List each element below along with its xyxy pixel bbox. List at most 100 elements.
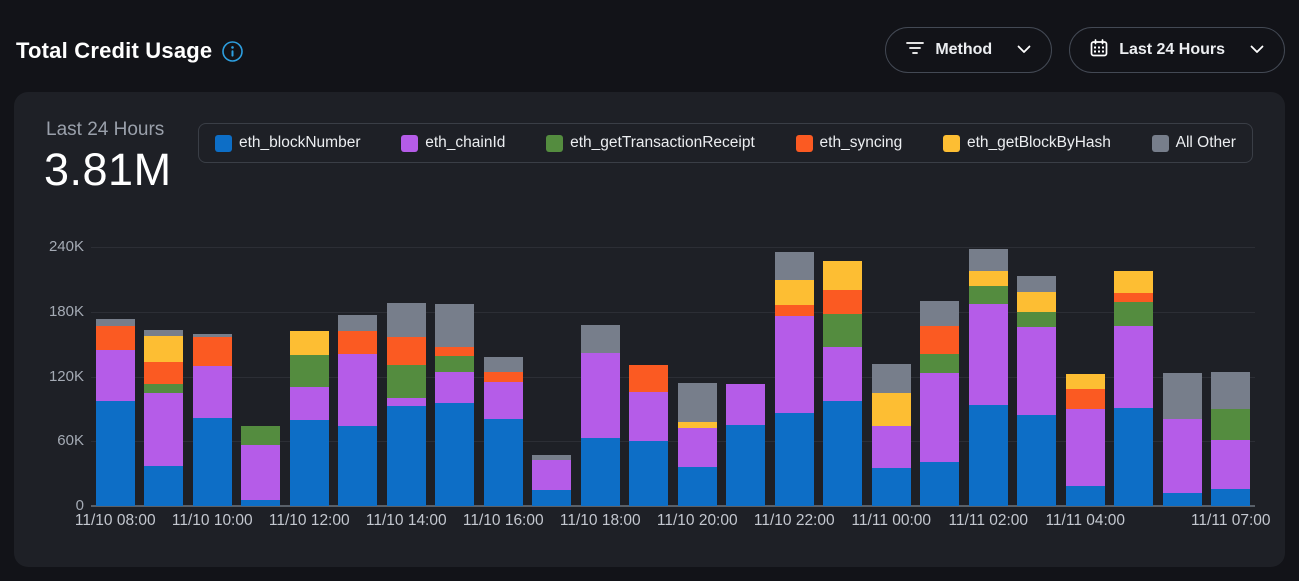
- stacked-bar[interactable]: [387, 247, 426, 506]
- bar-segment[interactable]: [144, 466, 183, 506]
- bar-segment[interactable]: [920, 461, 959, 506]
- bar-segment[interactable]: [96, 401, 135, 506]
- bar-segment[interactable]: [1114, 325, 1153, 408]
- stacked-bar[interactable]: [969, 247, 1008, 506]
- bar-segment[interactable]: [678, 428, 717, 468]
- bar-segment[interactable]: [290, 354, 329, 388]
- bar-segment[interactable]: [1114, 270, 1153, 294]
- bar-segment[interactable]: [872, 392, 911, 427]
- bar-segment[interactable]: [435, 403, 474, 506]
- bar-segment[interactable]: [1163, 418, 1202, 494]
- bar-segment[interactable]: [435, 356, 474, 373]
- stacked-bar[interactable]: [1211, 247, 1250, 506]
- bar-segment[interactable]: [1066, 374, 1105, 390]
- bar-segment[interactable]: [1114, 407, 1153, 506]
- stacked-bar[interactable]: [775, 247, 814, 506]
- bar-segment[interactable]: [193, 336, 232, 366]
- bar-segment[interactable]: [823, 401, 862, 506]
- bar-segment[interactable]: [435, 372, 474, 404]
- bar-segment[interactable]: [581, 438, 620, 506]
- bar-segment[interactable]: [775, 280, 814, 306]
- bar-segment[interactable]: [144, 335, 183, 363]
- bar-segment[interactable]: [484, 381, 523, 419]
- bar-segment[interactable]: [775, 305, 814, 317]
- bar-segment[interactable]: [920, 373, 959, 462]
- stacked-bar[interactable]: [1114, 247, 1153, 506]
- bar-segment[interactable]: [629, 364, 668, 392]
- stacked-bar[interactable]: [678, 247, 717, 506]
- bar-segment[interactable]: [387, 405, 426, 506]
- bar-segment[interactable]: [629, 391, 668, 442]
- bar-segment[interactable]: [581, 352, 620, 439]
- bar-segment[interactable]: [872, 363, 911, 393]
- bar-segment[interactable]: [726, 425, 765, 506]
- stacked-bar[interactable]: [193, 247, 232, 506]
- stacked-bar[interactable]: [1163, 247, 1202, 506]
- bar-segment[interactable]: [144, 330, 183, 336]
- bar-segment[interactable]: [338, 426, 377, 506]
- bar-segment[interactable]: [775, 252, 814, 281]
- bar-segment[interactable]: [1066, 389, 1105, 409]
- bar-segment[interactable]: [387, 398, 426, 406]
- bar-segment[interactable]: [144, 392, 183, 467]
- stacked-bar[interactable]: [484, 247, 523, 506]
- bar-segment[interactable]: [387, 364, 426, 399]
- stacked-bar[interactable]: [435, 247, 474, 506]
- bar-segment[interactable]: [1066, 485, 1105, 506]
- bar-segment[interactable]: [96, 325, 135, 350]
- stacked-bar[interactable]: [96, 247, 135, 506]
- bar-segment[interactable]: [338, 315, 377, 332]
- bar-segment[interactable]: [1211, 488, 1250, 506]
- info-icon[interactable]: [222, 40, 244, 62]
- legend-item[interactable]: eth_syncing: [795, 134, 902, 152]
- bar-segment[interactable]: [1017, 415, 1056, 506]
- bar-segment[interactable]: [823, 313, 862, 348]
- time-range-dropdown[interactable]: Last 24 Hours: [1069, 27, 1285, 73]
- bar-segment[interactable]: [678, 421, 717, 429]
- bar-segment[interactable]: [920, 325, 959, 354]
- stacked-bar[interactable]: [241, 247, 280, 506]
- bar-segment[interactable]: [1163, 373, 1202, 419]
- method-filter-dropdown[interactable]: Method: [885, 27, 1053, 73]
- bar-segment[interactable]: [532, 459, 571, 490]
- stacked-bar[interactable]: [581, 247, 620, 506]
- stacked-bar[interactable]: [726, 247, 765, 506]
- bar-segment[interactable]: [241, 499, 280, 506]
- bar-segment[interactable]: [678, 467, 717, 506]
- stacked-bar[interactable]: [1066, 247, 1105, 506]
- bar-segment[interactable]: [775, 413, 814, 506]
- legend-item[interactable]: eth_chainId: [401, 134, 505, 152]
- bar-segment[interactable]: [144, 362, 183, 385]
- bar-segment[interactable]: [872, 426, 911, 469]
- bar-segment[interactable]: [1163, 493, 1202, 506]
- stacked-bar[interactable]: [1017, 247, 1056, 506]
- bar-segment[interactable]: [144, 384, 183, 393]
- bar-segment[interactable]: [1114, 293, 1153, 303]
- bar-segment[interactable]: [435, 304, 474, 348]
- bar-segment[interactable]: [193, 417, 232, 506]
- bar-segment[interactable]: [241, 426, 280, 445]
- bar-segment[interactable]: [1066, 408, 1105, 486]
- bar-segment[interactable]: [969, 270, 1008, 286]
- bar-segment[interactable]: [1211, 440, 1250, 489]
- bar-segment[interactable]: [241, 444, 280, 500]
- bar-segment[interactable]: [920, 300, 959, 326]
- bar-segment[interactable]: [1017, 292, 1056, 312]
- stacked-bar[interactable]: [920, 247, 959, 506]
- stacked-bar[interactable]: [144, 247, 183, 506]
- bar-segment[interactable]: [484, 372, 523, 382]
- bar-segment[interactable]: [823, 290, 862, 314]
- bar-segment[interactable]: [1017, 311, 1056, 327]
- bar-segment[interactable]: [1211, 408, 1250, 441]
- bar-segment[interactable]: [629, 441, 668, 506]
- bar-segment[interactable]: [338, 331, 377, 354]
- bar-segment[interactable]: [920, 353, 959, 374]
- bar-segment[interactable]: [193, 334, 232, 337]
- bar-segment[interactable]: [1017, 276, 1056, 293]
- stacked-bar[interactable]: [872, 247, 911, 506]
- legend-item[interactable]: eth_getTransactionReceipt: [546, 134, 755, 152]
- bar-segment[interactable]: [969, 304, 1008, 405]
- legend-item[interactable]: eth_getBlockByHash: [943, 134, 1111, 152]
- bar-segment[interactable]: [969, 285, 1008, 305]
- bar-segment[interactable]: [532, 489, 571, 506]
